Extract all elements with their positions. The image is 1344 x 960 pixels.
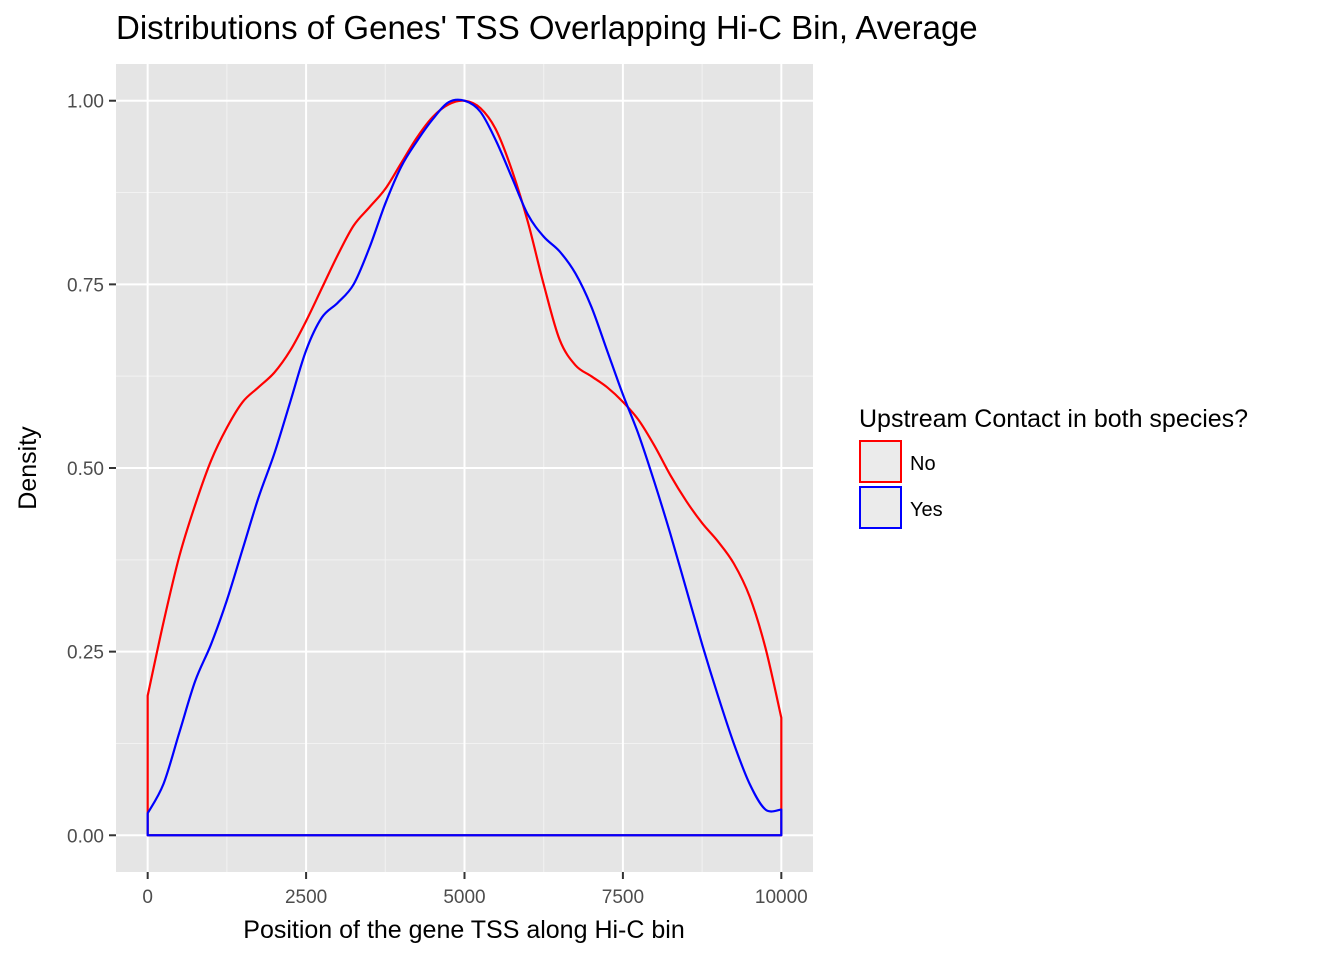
x-tick-labels: 0 2500 5000 7500 10000 bbox=[142, 887, 807, 908]
legend-key-yes bbox=[859, 486, 902, 529]
y-tick-labels: 0.00 0.25 0.50 0.75 1.00 bbox=[67, 92, 104, 848]
y-axis-title: Density bbox=[14, 426, 42, 510]
series-layer bbox=[146, 98, 783, 837]
legend-title: Upstream Contact in both species? bbox=[859, 405, 1248, 433]
legend-item-no: No bbox=[859, 440, 936, 483]
y-tick-label: 0.00 bbox=[67, 826, 104, 847]
legend-label-yes: Yes bbox=[910, 499, 943, 521]
axis-ticks bbox=[109, 99, 783, 879]
x-tick-label: 7500 bbox=[602, 887, 644, 908]
x-tick-label: 2500 bbox=[285, 887, 327, 908]
series-yes-density-line bbox=[146, 98, 783, 837]
y-tick-label: 0.25 bbox=[67, 643, 104, 664]
x-tick-label: 10000 bbox=[755, 887, 808, 908]
chart-title: Distributions of Genes' TSS Overlapping … bbox=[116, 9, 978, 46]
legend-label-no: No bbox=[910, 453, 936, 475]
y-tick-label: 1.00 bbox=[67, 92, 104, 113]
legend-item-yes: Yes bbox=[859, 486, 943, 529]
legend-key-no bbox=[859, 440, 902, 483]
legend: Upstream Contact in both species? No Yes bbox=[859, 405, 1248, 529]
y-tick-label: 0.75 bbox=[67, 275, 104, 296]
x-axis-title: Position of the gene TSS along Hi-C bin bbox=[243, 916, 684, 944]
y-tick-label: 0.50 bbox=[67, 459, 104, 480]
x-tick-label: 5000 bbox=[443, 887, 485, 908]
x-tick-label: 0 bbox=[142, 887, 153, 908]
